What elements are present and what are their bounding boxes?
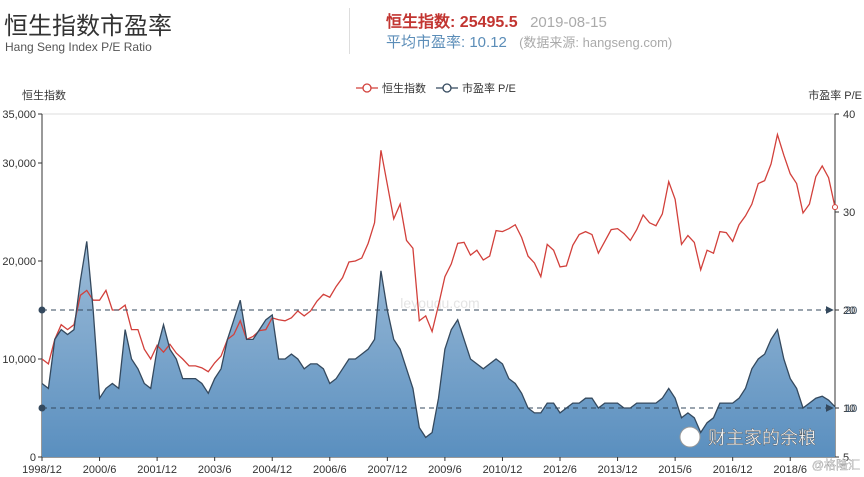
legend-marker	[362, 83, 372, 93]
y2-tick-label: 30	[843, 207, 855, 219]
mark-line-label: 10	[845, 403, 857, 415]
y2-tick-label: 10	[843, 403, 855, 415]
mark-line-start	[38, 404, 46, 412]
y-tick-label: 0	[30, 452, 36, 464]
index-value: 25495.5	[459, 14, 518, 31]
legend-label: 市盈率 P/E	[462, 81, 516, 95]
y-tick-label: 10,000	[2, 354, 36, 366]
x-tick-label: 2001/12	[137, 464, 177, 476]
x-tick-label: 2004/12	[252, 464, 292, 476]
mark-line-label: 20	[845, 305, 857, 317]
legend-marker	[442, 83, 452, 93]
x-tick-label: 2003/6	[198, 464, 232, 476]
wechat-icon	[679, 426, 701, 448]
y2-axis-title: 市盈率 P/E	[808, 88, 862, 102]
subtitle: Hang Seng Index P/E Ratio	[5, 40, 152, 54]
x-tick-label: 2015/6	[658, 464, 692, 476]
y-tick-label: 30,000	[2, 158, 36, 170]
series-line	[41, 241, 836, 439]
x-tick-label: 2000/6	[83, 464, 117, 476]
x-tick-label: 2018/6	[773, 464, 807, 476]
overlay-account: 财主家的余粮	[708, 428, 816, 448]
watermark: leyouqu.com	[400, 295, 479, 311]
x-tick-label: 2010/12	[483, 464, 523, 476]
x-tick-label: 2006/6	[313, 464, 347, 476]
y-axis-title: 恒生指数	[22, 88, 66, 102]
legend-item: 市盈率 P/E	[436, 81, 516, 95]
x-tick-label: 2007/12	[367, 464, 407, 476]
date: 2019-08-15	[530, 14, 607, 31]
series-line	[41, 132, 836, 373]
pe-line: 平均市盈率: 10.12 (数据来源: hangseng.com)	[386, 31, 672, 52]
legend-label: 恒生指数	[382, 81, 426, 95]
overlay-credit: @格隆汇	[812, 457, 860, 472]
source: (数据来源: hangseng.com)	[519, 35, 673, 50]
legend-item: 恒生指数	[356, 81, 426, 95]
x-tick-label: 2013/12	[598, 464, 638, 476]
x-tick-label: 1998/12	[22, 464, 62, 476]
last-point	[832, 204, 838, 211]
x-tick-label: 2009/6	[428, 464, 462, 476]
x-tick-label: 2016/12	[713, 464, 753, 476]
y2-tick-label: 20	[843, 305, 855, 317]
y2-tick-label: 40	[843, 109, 855, 121]
index-label: 恒生指数:	[386, 14, 456, 31]
y-tick-label: 35,000	[2, 109, 36, 121]
y-tick-label: 20,000	[2, 256, 36, 268]
mark-line-start	[38, 306, 46, 314]
title: 恒生指数市盈率	[4, 13, 172, 40]
pe-value: 10.12	[469, 34, 507, 51]
index-line: 恒生指数: 25495.5 2019-08-15	[386, 8, 607, 32]
pe-label: 平均市盈率:	[386, 34, 466, 51]
y2-tick-label: 5	[843, 452, 849, 464]
separator	[349, 8, 350, 54]
x-tick-label: 2012/6	[543, 464, 577, 476]
